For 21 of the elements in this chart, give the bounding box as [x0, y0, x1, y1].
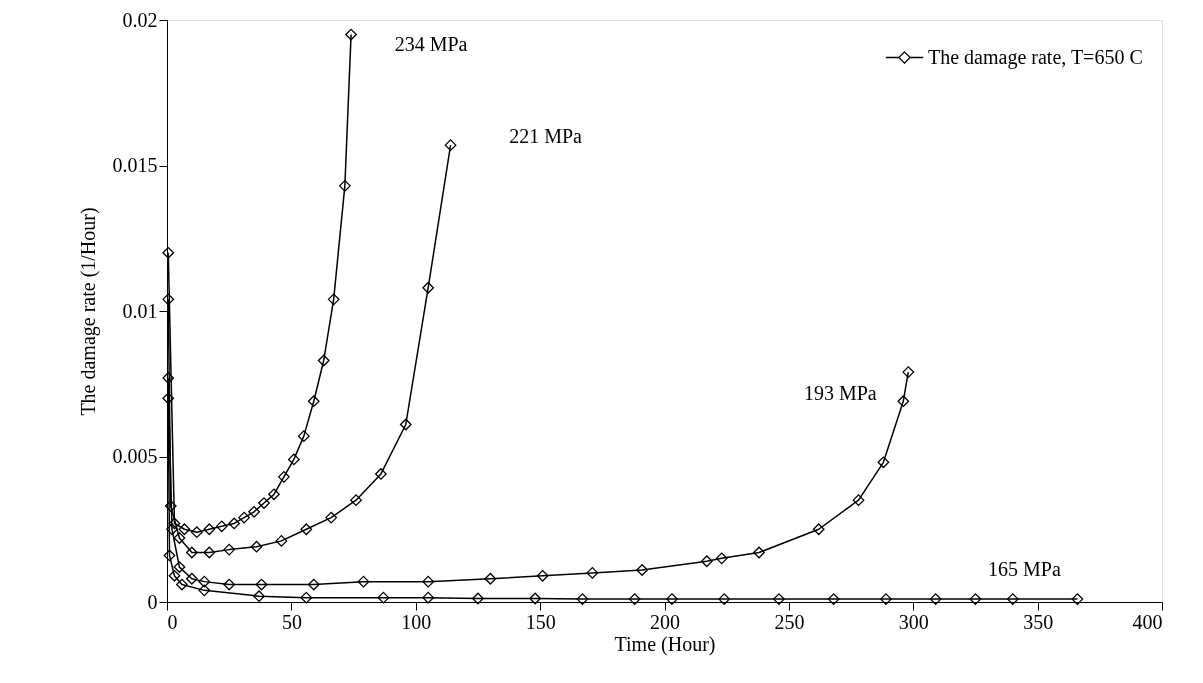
x-tick-label: 250: [774, 610, 805, 633]
x-tick-label: 350: [1023, 610, 1054, 633]
series-label: 165 MPa: [988, 558, 1061, 581]
y-axis-title: The damage rate (1/Hour): [76, 207, 100, 416]
y-tick-label: 0.02: [122, 8, 158, 31]
x-axis-title: Time (Hour): [614, 632, 716, 656]
x-tick-label: 0: [167, 610, 178, 633]
x-tick-label: 50: [281, 610, 302, 633]
x-tick-label: 150: [525, 610, 556, 633]
y-tick-label: 0.015: [112, 154, 158, 176]
x-tick-label: 400: [1132, 610, 1163, 633]
y-tick-label: 0.005: [112, 445, 158, 467]
y-tick-label: 0: [147, 590, 158, 613]
x-tick-label: 100: [401, 610, 432, 633]
legend-title: The damage rate, T=650 C: [928, 45, 1143, 69]
series-label: 234 MPa: [394, 32, 468, 55]
x-tick-label: 200: [650, 610, 680, 633]
text: 221 MPa: [509, 125, 583, 148]
series-label: 193 MPa: [803, 382, 877, 405]
x-tick-label: 300: [898, 610, 929, 633]
y-tick-label: 0.01: [122, 299, 158, 322]
